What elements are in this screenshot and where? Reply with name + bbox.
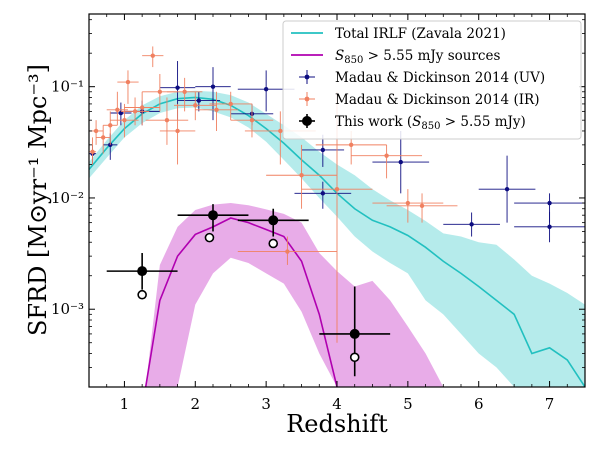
point-3-15 — [214, 107, 219, 112]
legend-marker-4 — [302, 116, 312, 126]
point-2-12 — [469, 222, 474, 227]
point-3-1 — [93, 128, 99, 134]
point-3-11 — [164, 117, 170, 123]
open-point-1 — [204, 232, 215, 243]
open-point-3 — [349, 352, 360, 363]
point-3-21 — [334, 186, 340, 192]
point-3-24 — [405, 200, 411, 206]
x-tick-label: 5 — [403, 395, 413, 413]
point-3-13 — [182, 89, 187, 94]
point-3-17 — [249, 117, 255, 123]
point-2-6 — [210, 84, 216, 89]
x-tick-label: 7 — [545, 395, 555, 413]
point-3-23 — [384, 153, 389, 158]
x-axis-label: Redshift — [286, 410, 388, 438]
point-4-1 — [208, 210, 218, 221]
y-tick-label: 10⁻² — [51, 189, 84, 207]
point-3-19 — [299, 173, 304, 178]
point-3-25 — [419, 203, 425, 209]
point-3-0 — [90, 149, 95, 154]
point-3-5 — [122, 117, 127, 123]
x-tick-label: 1 — [120, 395, 130, 413]
point-2-2 — [118, 110, 124, 116]
legend-label-4: This work (S850 > 5.55 mJy) — [335, 114, 526, 132]
point-4-0 — [137, 266, 148, 277]
legend-label-2: Madau & Dickinson 2014 (UV) — [335, 70, 545, 86]
axis-ticks: 1 2 3 4 5 6 7 10⁻¹ 10⁻² 10⁻³ — [51, 14, 586, 413]
point-2-10 — [320, 191, 326, 196]
point-3-3 — [108, 123, 113, 128]
legend-box — [282, 20, 582, 140]
y-tick-label: 10⁻³ — [51, 300, 84, 318]
point-3-12 — [175, 128, 180, 134]
point-3-20 — [285, 249, 290, 254]
point-3-2 — [100, 135, 106, 140]
legend-marker-3 — [304, 96, 310, 102]
point-2-5 — [196, 98, 202, 103]
point-3-14 — [193, 103, 198, 108]
point-3-8 — [139, 105, 145, 110]
point-2-8 — [263, 86, 269, 92]
legend-marker-2 — [304, 74, 310, 80]
point-3-22 — [348, 142, 354, 148]
uncertainty-bands — [89, 90, 585, 387]
x-tick-label: 6 — [474, 395, 484, 413]
point-4-3 — [349, 328, 360, 339]
point-2-15 — [547, 224, 552, 230]
legend-label-3: Madau & Dickinson 2014 (IR) — [335, 92, 539, 108]
point-2-13 — [504, 186, 510, 192]
legend-label-1: S850 > 5.55 mJy sources — [335, 48, 500, 66]
point-3-18 — [278, 128, 283, 134]
point-3-4 — [115, 107, 120, 112]
open-point-2 — [268, 238, 279, 249]
band-1 — [145, 203, 444, 387]
point-4-2 — [268, 215, 279, 226]
x-tick-label: 2 — [191, 395, 201, 413]
point-2-11 — [398, 159, 403, 165]
band-0 — [89, 90, 585, 387]
legend: Total IRLF (Zavala 2021) S850 > 5.55 mJy … — [282, 20, 582, 140]
y-axis-label: SFRD [M⊙yr⁻¹ Mpc⁻³] — [24, 64, 52, 336]
point-2-4 — [175, 85, 180, 90]
point-3-10 — [157, 89, 163, 94]
point-3-16 — [228, 101, 233, 107]
point-3-6 — [125, 79, 131, 85]
point-3-9 — [150, 53, 155, 58]
point-3-7 — [132, 109, 138, 114]
y-tick-label: 10⁻¹ — [51, 78, 84, 96]
point-2-14 — [547, 200, 552, 206]
legend-label-0: Total IRLF (Zavala 2021) — [335, 26, 506, 42]
x-tick-label: 3 — [261, 395, 271, 413]
open-point-0 — [137, 289, 147, 300]
x-tick-label: 4 — [332, 395, 342, 413]
point-2-9 — [320, 147, 326, 153]
